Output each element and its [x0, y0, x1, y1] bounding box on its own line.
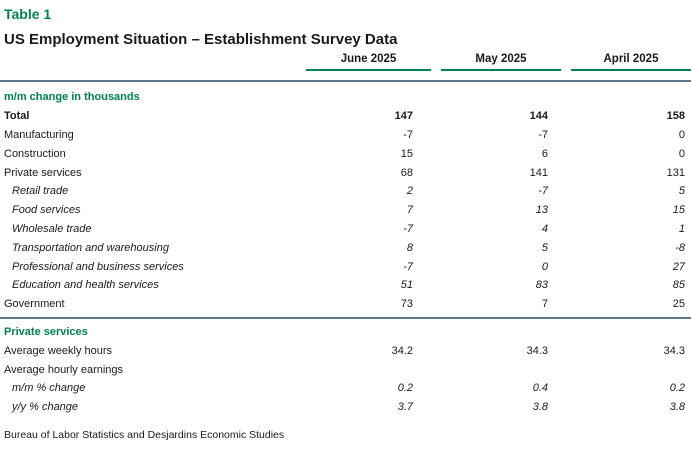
- cell-value: 131: [666, 166, 685, 179]
- table-row: Average weekly hours 34.2 34.3 34.3: [0, 341, 691, 360]
- section-header-label: Private services: [4, 325, 88, 338]
- source-note: Bureau of Labor Statistics and Desjardin…: [4, 428, 285, 441]
- column-header-june: June 2025: [306, 53, 431, 71]
- cell-value: 8: [406, 241, 413, 254]
- cell-value: 0: [678, 128, 685, 141]
- section-divider: [0, 316, 691, 319]
- cell-value: 73: [400, 298, 413, 311]
- cell-value: 3.8: [669, 401, 685, 414]
- cell-value: 51: [400, 279, 413, 292]
- cell-value: -7: [403, 260, 413, 273]
- row-label: Food services: [12, 204, 81, 217]
- table-row: Food services 7 13 15: [0, 201, 691, 220]
- table-subtitle: US Employment Situation – Establishment …: [4, 31, 398, 48]
- cell-value: 5: [541, 241, 548, 254]
- cell-value: 0.2: [397, 382, 413, 395]
- row-label: m/m % change: [12, 382, 86, 395]
- row-label: Manufacturing: [4, 128, 74, 141]
- cell-value: 5: [678, 185, 685, 198]
- table-row: Wholesale trade -7 4 1: [0, 220, 691, 239]
- table-row: Construction 15 6 0: [0, 144, 691, 163]
- header-divider: [0, 80, 691, 82]
- cell-value: 7: [406, 204, 413, 217]
- cell-value: -7: [403, 128, 413, 141]
- table-row: Manufacturing -7 -7 0: [0, 126, 691, 145]
- table-row: Average hourly earnings: [0, 360, 691, 379]
- cell-value: 147: [394, 110, 413, 123]
- row-label: y/y % change: [12, 401, 79, 414]
- cell-value: 27: [672, 260, 685, 273]
- cell-value: 7: [541, 298, 548, 311]
- cell-value: 2: [406, 185, 413, 198]
- cell-value: 0.2: [669, 382, 685, 395]
- cell-value: 15: [400, 147, 413, 160]
- cell-value: -7: [538, 128, 548, 141]
- cell-value: -7: [538, 185, 548, 198]
- cell-value: 144: [529, 110, 548, 123]
- row-label: Transportation and warehousing: [12, 241, 169, 254]
- cell-value: 85: [672, 279, 685, 292]
- cell-value: 0: [678, 147, 685, 160]
- row-label: Average hourly earnings: [4, 363, 124, 376]
- row-label: Private services: [4, 166, 82, 179]
- column-header-row: June 2025 May 2025 April 2025: [0, 53, 691, 71]
- table-number-title: Table 1: [4, 6, 52, 22]
- cell-value: -7: [403, 222, 413, 235]
- section-private-services: Private services Average weekly hours 34.2…: [0, 323, 691, 417]
- cell-value: 25: [672, 298, 685, 311]
- row-label: Average weekly hours: [4, 344, 113, 357]
- table-row: Total 147 144 158: [0, 107, 691, 126]
- row-label: Construction: [4, 147, 66, 160]
- table-row: Professional and business services -7 0 27: [0, 257, 691, 276]
- cell-value: 34.3: [526, 344, 548, 357]
- cell-value: 141: [529, 166, 548, 179]
- cell-value: 0: [541, 260, 548, 273]
- section-header-row: Private services: [0, 323, 691, 342]
- section-mm-change: m/m change in thousands Total 147 144 158 Man…: [0, 88, 691, 314]
- cell-value: 34.2: [391, 344, 413, 357]
- row-label: Wholesale trade: [12, 222, 92, 235]
- table-row: Education and health services 51 83 85: [0, 276, 691, 295]
- cell-value: 68: [400, 166, 413, 179]
- row-label: Total: [4, 110, 30, 123]
- table-row: y/y % change 3.7 3.8 3.8: [0, 398, 691, 417]
- cell-value: 15: [672, 204, 685, 217]
- cell-value: 1: [678, 222, 685, 235]
- row-label: Education and health services: [12, 279, 159, 292]
- cell-value: 3.8: [532, 401, 548, 414]
- column-header-april: April 2025: [571, 53, 691, 71]
- cell-value: 13: [535, 204, 548, 217]
- section-header-label: m/m change in thousands: [4, 91, 140, 104]
- cell-value: 4: [541, 222, 548, 235]
- table-row: Private services 68 141 131: [0, 163, 691, 182]
- cell-value: 158: [666, 110, 685, 123]
- row-label: Government: [4, 298, 65, 311]
- cell-value: 83: [535, 279, 548, 292]
- cell-value: -8: [675, 241, 685, 254]
- section-header-row: m/m change in thousands: [0, 88, 691, 107]
- table-row: Retail trade 2 -7 5: [0, 182, 691, 201]
- cell-value: 3.7: [397, 401, 413, 414]
- table-row: m/m % change 0.2 0.4 0.2: [0, 379, 691, 398]
- table-row: Transportation and warehousing 8 5 -8: [0, 238, 691, 257]
- cell-value: 0.4: [532, 382, 548, 395]
- cell-value: 34.3: [663, 344, 685, 357]
- table-row: Government 73 7 25: [0, 295, 691, 314]
- column-header-may: May 2025: [441, 53, 561, 71]
- cell-value: 6: [541, 147, 548, 160]
- row-label: Retail trade: [12, 185, 69, 198]
- row-label: Professional and business services: [12, 260, 184, 273]
